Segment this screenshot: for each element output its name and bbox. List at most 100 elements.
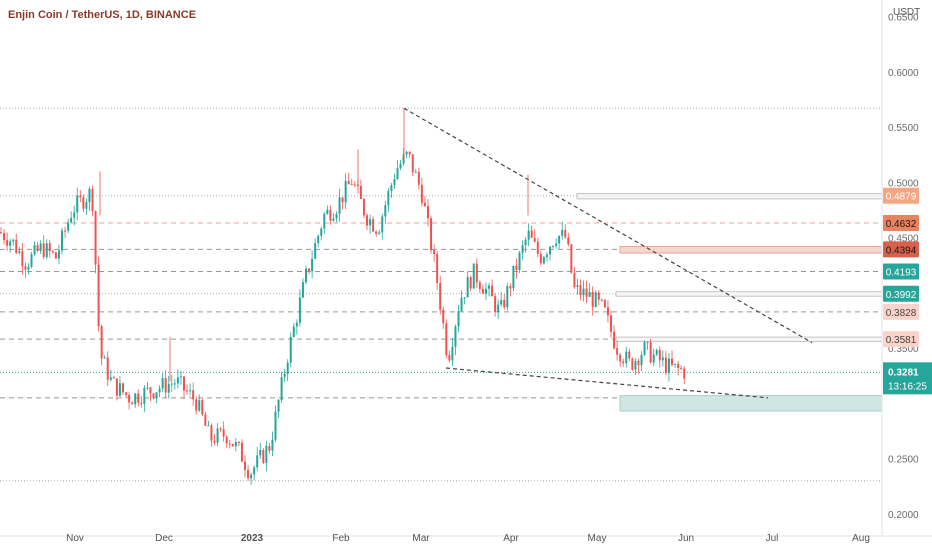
level-text: 0.3581: [886, 335, 917, 346]
candle-body: [317, 235, 320, 244]
candle: [21, 242, 24, 275]
candle: [521, 240, 524, 260]
candle: [262, 448, 265, 465]
candle: [320, 226, 323, 241]
time-axis: Nov Dec 2023 Feb Mar Apr May Jun Jul Aug: [0, 533, 932, 544]
candle-body: [481, 288, 484, 294]
candle: [555, 238, 558, 249]
candle: [423, 195, 426, 207]
candle: [381, 213, 384, 240]
candle-body: [85, 202, 88, 209]
candle-body: [308, 268, 311, 272]
candle: [573, 266, 576, 289]
candle-body: [323, 213, 326, 229]
candle-body: [219, 428, 222, 430]
candle-body: [674, 363, 677, 365]
price-level-label: 0.3992: [883, 285, 919, 302]
candle-body: [649, 342, 652, 363]
zone-rect: [615, 291, 883, 297]
candle: [36, 242, 39, 253]
level-text: 0.3992: [886, 290, 917, 301]
candle-body: [362, 199, 365, 216]
candle-body: [42, 243, 45, 258]
candle-body: [466, 277, 469, 298]
candle-body: [12, 239, 15, 242]
candle-body: [201, 400, 204, 415]
candle: [247, 465, 250, 481]
candle: [433, 244, 436, 262]
candle-body: [88, 188, 91, 203]
candle-body: [369, 219, 372, 226]
candle-body: [445, 323, 448, 356]
candle: [637, 358, 640, 374]
candle-body: [18, 251, 21, 253]
y-tick-label: 0.6000: [888, 68, 919, 79]
candle-body: [515, 265, 518, 270]
candle-body: [475, 263, 478, 283]
candle-body: [436, 254, 439, 283]
candle-body: [344, 180, 347, 203]
candle-body: [414, 171, 417, 173]
candle: [585, 280, 588, 304]
candle: [259, 442, 262, 460]
candle: [198, 394, 201, 412]
candle-body: [442, 309, 445, 324]
candle: [79, 190, 82, 203]
candle-body: [387, 191, 390, 206]
candle-body: [500, 300, 503, 305]
candle-body: [277, 400, 280, 412]
price-level-label: 0.4632: [883, 215, 919, 232]
candle-body: [48, 243, 51, 252]
candle-body: [207, 425, 210, 427]
candle: [664, 351, 667, 376]
trendline-lower: [445, 367, 769, 399]
candle: [27, 263, 30, 275]
candle: [128, 392, 131, 410]
candle: [448, 350, 451, 363]
candle: [0, 227, 2, 235]
candle-body: [79, 195, 82, 198]
candle-body: [213, 440, 216, 443]
candle-body: [417, 171, 420, 185]
candle: [152, 392, 155, 400]
candle: [112, 375, 115, 379]
candle: [591, 286, 594, 316]
candle: [164, 370, 167, 399]
x-tick-label: Feb: [332, 533, 350, 544]
candle: [610, 310, 612, 338]
candle-body: [423, 202, 426, 207]
candle: [283, 369, 286, 383]
candle-body: [244, 461, 246, 470]
candle-body: [570, 244, 573, 273]
candle-body: [527, 230, 530, 240]
candle: [42, 235, 45, 260]
candle-body: [399, 163, 402, 169]
candle-body: [533, 237, 536, 242]
candle: [73, 205, 76, 226]
candle-body: [390, 185, 393, 192]
candle: [173, 378, 176, 390]
candle: [289, 332, 292, 368]
candle: [228, 439, 231, 449]
candle-body: [73, 212, 76, 218]
candle-body: [329, 209, 332, 221]
candle: [85, 198, 88, 215]
candle-body: [631, 358, 634, 370]
level-badge: [883, 303, 919, 320]
candle: [439, 275, 442, 315]
candle: [347, 172, 350, 185]
x-tick-label: Nov: [66, 533, 84, 544]
candle-body: [634, 360, 637, 370]
candle: [655, 348, 658, 357]
candle: [542, 255, 545, 265]
candle-body: [198, 400, 201, 411]
candle: [277, 398, 280, 418]
candle: [3, 229, 6, 245]
candle-body: [326, 209, 329, 214]
candle: [146, 381, 149, 391]
candle: [271, 431, 274, 457]
candle-body: [274, 411, 277, 440]
candle: [460, 290, 463, 312]
candle-body: [375, 231, 378, 234]
